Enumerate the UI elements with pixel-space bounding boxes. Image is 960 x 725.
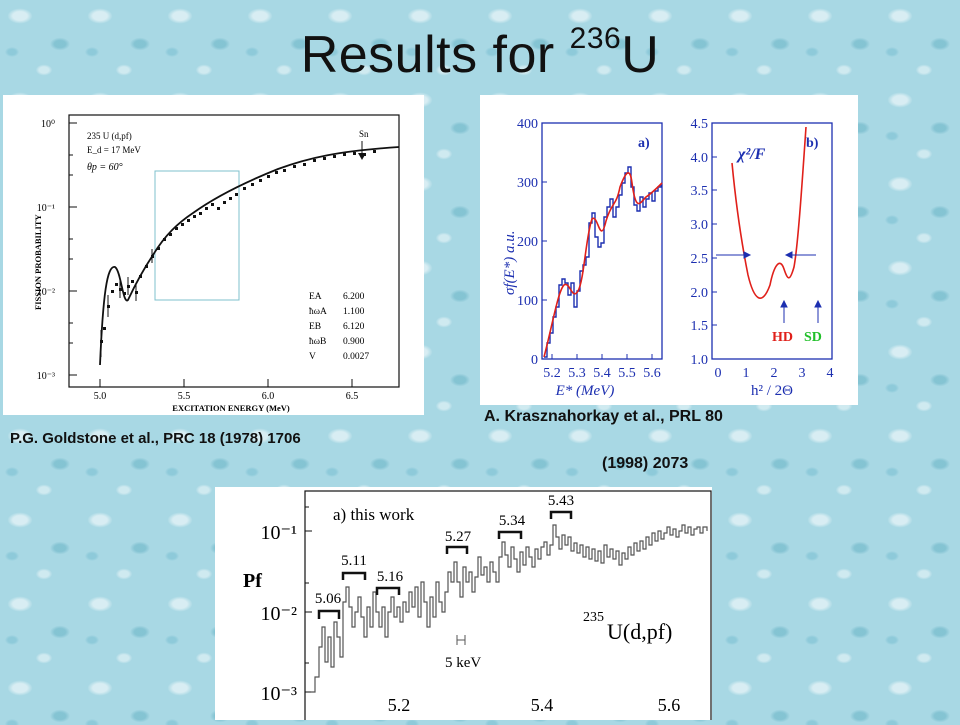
svg-text:ħωB: ħωB <box>309 337 326 347</box>
chi2-label: χ²/F <box>736 146 766 163</box>
angle-label: θp = 60° <box>87 162 123 173</box>
peak-label: 5.34 <box>499 513 526 529</box>
panel-b-label: b) <box>806 136 819 151</box>
svg-text:0.0027: 0.0027 <box>343 352 369 362</box>
a-y-tick-label: 0 <box>531 353 538 368</box>
a-x-tick-label: 5.5 <box>618 366 636 381</box>
data-points <box>100 150 376 343</box>
caption-left: P.G. Goldstone et al., PRC 18 (1978) 170… <box>10 430 301 447</box>
sn-label: Sn <box>359 129 369 139</box>
y-tick-label: 10⁻² <box>260 603 297 625</box>
svg-text:ħωA: ħωA <box>309 307 327 317</box>
y-tick-label: 10⁻² <box>37 287 55 298</box>
b-y-tick-label: 3.5 <box>691 184 709 199</box>
a-x-tick-label: 5.4 <box>593 366 611 381</box>
figure-this-work: 10⁻¹ 10⁻² 10⁻³ Pf 5.2 5.4 5.6 a) this wo… <box>215 487 712 725</box>
x-tick-label: 5.2 <box>388 695 411 715</box>
a-x-tick-label: 5.3 <box>568 366 586 381</box>
a-x-axis-label: E* (MeV) <box>555 383 615 399</box>
x-axis-label: EXCITATION ENERGY (MeV) <box>172 403 290 413</box>
b-y-tick-label: 1.5 <box>691 319 709 334</box>
caption-right-line1: A. Krasznahorkay et al., PRL 80 <box>484 408 723 425</box>
panel-b-frame <box>711 122 833 360</box>
b-y-tick-label: 1.0 <box>691 353 709 368</box>
peak-label: 5.16 <box>377 569 404 585</box>
b-y-tick-label: 4.0 <box>691 151 709 166</box>
y-axis-label: Pf <box>243 570 262 592</box>
b-x-tick-label: 1 <box>743 366 750 381</box>
b-y-tick-label: 4.5 <box>691 117 709 132</box>
x-tick-label: 5.4 <box>531 695 554 715</box>
x-tick-label: 5.5 <box>178 391 191 402</box>
svg-text:0.900: 0.900 <box>343 337 365 347</box>
histogram-series <box>544 166 662 358</box>
spectrum-series <box>311 524 708 693</box>
parameter-table: EA 6.200 ħωA 1.100 EB 6.120 ħωB 0.900 V 0.002… <box>309 292 369 362</box>
peak-label: 5.27 <box>445 529 472 545</box>
peak-label: 5.43 <box>548 493 574 509</box>
a-y-axis-label: σf(E*) a.u. <box>502 231 518 295</box>
svg-text:V: V <box>309 352 316 362</box>
caption-right-line2: (1998) 2073 <box>602 455 689 472</box>
highlight-region <box>154 170 240 301</box>
y-tick-label: 10⁻³ <box>260 683 297 705</box>
y-tick-label: 10⁻³ <box>37 371 55 382</box>
theory-curve <box>99 146 400 366</box>
plot-frame <box>304 490 712 725</box>
deuteron-energy-label: E_d = 17 MeV <box>87 145 141 155</box>
b-y-tick-label: 2.5 <box>691 252 709 267</box>
peak-label: 5.06 <box>315 591 342 607</box>
a-y-tick-label: 300 <box>517 176 538 191</box>
y-axis-label: FISSION PROBABILITY <box>33 214 43 310</box>
a-x-tick-label: 5.6 <box>643 366 661 381</box>
sd-label: SD <box>804 330 822 345</box>
figure-goldstone: 10⁰ 10⁻¹ 10⁻² 10⁻³ 5.0 5.5 6.0 6.5 EXCIT… <box>3 95 424 415</box>
x-tick-label: 5.0 <box>94 391 107 402</box>
a-y-tick-label: 100 <box>517 294 538 309</box>
b-x-tick-label: 2 <box>771 366 778 381</box>
b-y-tick-label: 2.0 <box>691 286 709 301</box>
a-y-tick-label: 400 <box>517 117 538 132</box>
y-tick-label: 10⁰ <box>41 119 55 130</box>
b-y-tick-label: 3.0 <box>691 218 709 233</box>
reaction-label: U(d,pf) <box>607 619 672 644</box>
panel-a-frame <box>541 122 663 360</box>
y-tick-label: 10⁻¹ <box>260 522 297 544</box>
slide-title: Results for 236U <box>300 22 660 84</box>
x-tick-label: 6.5 <box>346 391 359 402</box>
b-x-tick-label: 3 <box>799 366 806 381</box>
svg-text:1.100: 1.100 <box>343 307 365 317</box>
hd-label: HD <box>772 330 793 345</box>
b-x-tick-label: 0 <box>715 366 722 381</box>
resolution-label: 5 keV <box>445 655 481 671</box>
svg-text:EA: EA <box>309 292 322 302</box>
y-tick-label: 10⁻¹ <box>37 203 55 214</box>
x-tick-label: 6.0 <box>262 391 275 402</box>
reaction-label: 235 U (d,pf) <box>87 131 132 141</box>
svg-text:EB: EB <box>309 322 321 332</box>
peak-brackets <box>317 510 573 619</box>
b-x-tick-label: 4 <box>827 366 834 381</box>
reaction-mass-label: 235 <box>583 610 604 625</box>
fit-curve <box>543 172 663 358</box>
svg-text:6.120: 6.120 <box>343 322 365 332</box>
a-y-tick-label: 200 <box>517 235 538 250</box>
figure-krasznahorkay: 400 300 200 100 0 5.2 5.3 5.4 5.5 5.6 E*… <box>480 95 858 405</box>
svg-text:6.200: 6.200 <box>343 292 365 302</box>
peak-label: 5.11 <box>341 553 367 569</box>
x-tick-label: 5.6 <box>658 695 681 715</box>
series-label: a) this work <box>333 505 415 524</box>
b-x-axis-label: h² / 2Θ <box>751 383 793 399</box>
a-x-tick-label: 5.2 <box>543 366 561 381</box>
plot-frame <box>68 114 400 388</box>
panel-a-label: a) <box>638 136 650 151</box>
